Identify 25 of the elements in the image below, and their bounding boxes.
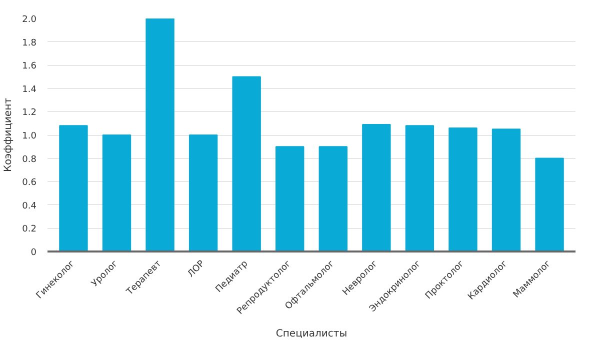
bar: [535, 158, 564, 252]
bar: [59, 125, 88, 252]
y-tick-label: 0.8: [22, 154, 37, 165]
bar: [405, 125, 434, 252]
y-tick-label: 1.2: [22, 108, 37, 118]
bar: [276, 146, 304, 252]
bar: [362, 124, 391, 252]
x-axis-title: Специалисты: [276, 328, 348, 340]
y-tick-label: 1.6: [22, 62, 37, 72]
bar: [102, 134, 132, 252]
y-tick-label: 0.6: [22, 178, 37, 188]
y-tick-label: 0.2: [22, 224, 37, 235]
y-tick-label: 0.4: [22, 201, 37, 212]
y-tick-label: 1.8: [22, 38, 37, 48]
bar: [448, 128, 478, 252]
bar: [146, 18, 174, 252]
bar: [232, 76, 261, 252]
bar: [318, 146, 348, 252]
y-axis-title: Коэффициент: [3, 98, 14, 172]
y-tick-label: 1.4: [22, 84, 37, 95]
y-tick-label: 2.0: [22, 15, 37, 25]
bar: [188, 134, 218, 252]
bar: [492, 128, 521, 252]
y-tick-label: 0: [30, 248, 37, 258]
y-tick-label: 1.0: [22, 132, 37, 142]
